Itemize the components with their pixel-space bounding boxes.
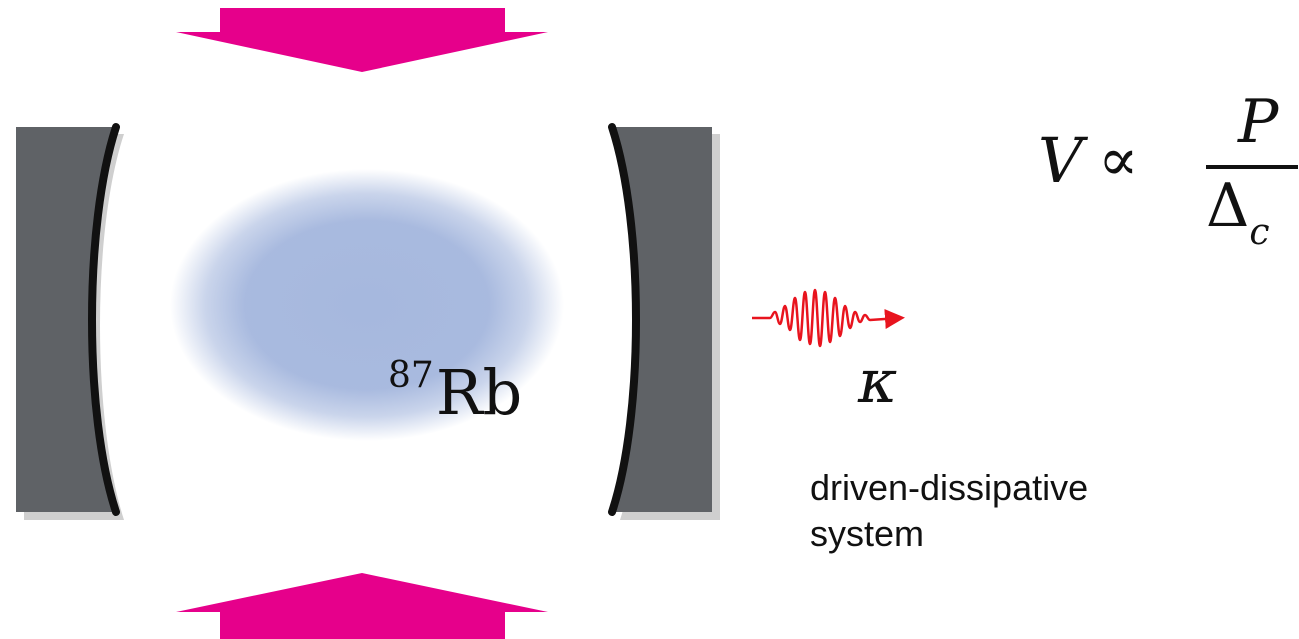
denominator-subscript: c xyxy=(1249,212,1270,253)
formula-lhs: V xyxy=(1038,124,1083,197)
pump-arrow-bottom-icon xyxy=(176,573,548,639)
mass-number: 87 xyxy=(388,355,434,396)
denominator-symbol: Δ xyxy=(1206,171,1250,241)
atom-cloud xyxy=(170,169,564,441)
fraction-bar xyxy=(1206,165,1298,169)
formula-numerator: P xyxy=(1238,87,1279,157)
photon-wave-icon xyxy=(752,288,905,348)
loss-rate-label: κ xyxy=(858,347,898,417)
pump-arrow-top-icon xyxy=(176,8,548,72)
element-symbol: Rb xyxy=(435,356,523,429)
left-mirror xyxy=(16,123,124,520)
proportional-symbol: ∝ xyxy=(1098,125,1139,195)
atom-label: 87Rb xyxy=(388,358,522,424)
system-description: driven-dissipative system xyxy=(810,467,1089,554)
potential-formula: V ∝ P Δc xyxy=(1038,87,1298,251)
right-mirror xyxy=(608,123,720,520)
formula-denominator: Δc xyxy=(1206,176,1270,251)
